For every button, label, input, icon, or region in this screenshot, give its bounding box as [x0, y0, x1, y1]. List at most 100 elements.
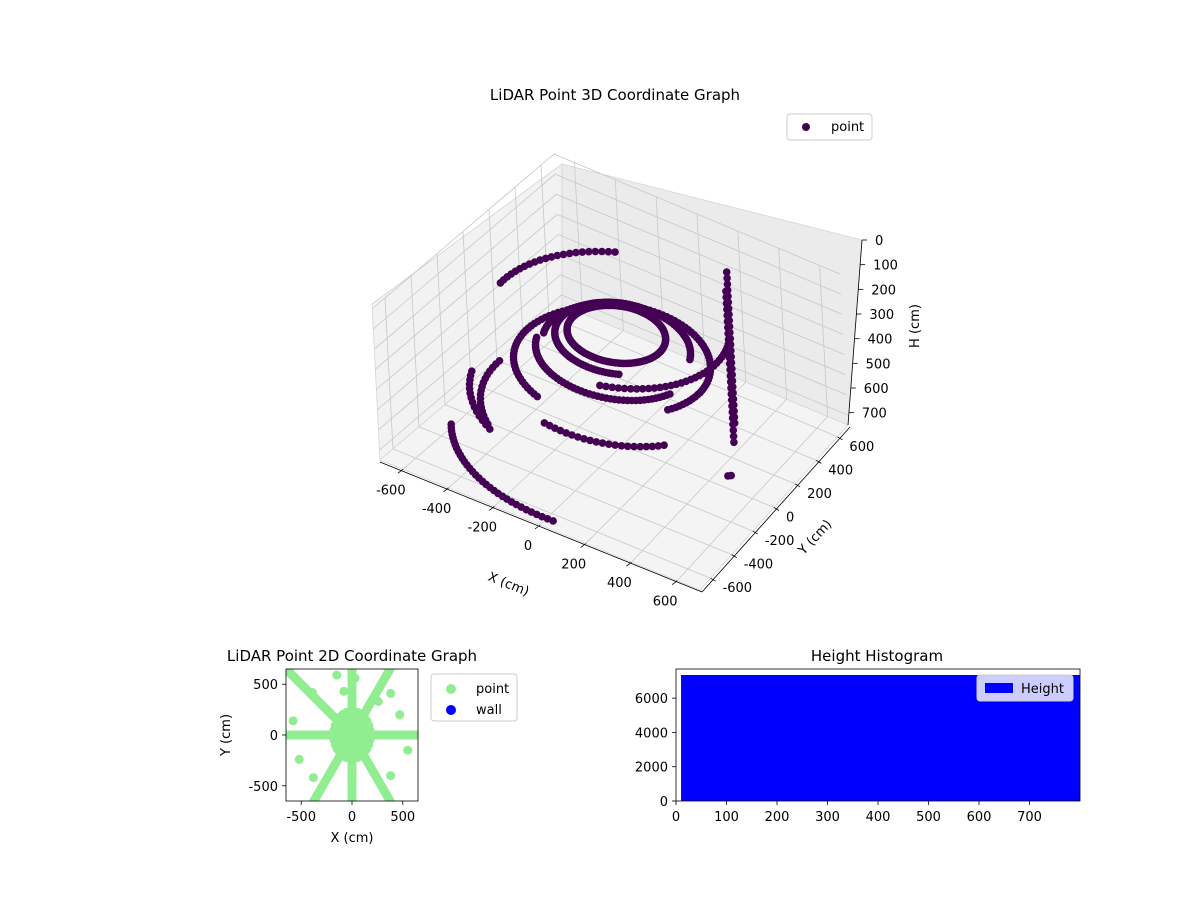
point-3d	[726, 328, 734, 337]
point-3d	[728, 365, 736, 373]
point-2d	[260, 731, 269, 740]
x-tick-2d-label: 500	[390, 810, 415, 825]
point-3d	[724, 292, 732, 301]
point-3d	[562, 429, 570, 437]
point-3d	[644, 384, 653, 393]
z-tick-3d-label: 0	[875, 234, 883, 249]
point-3d	[725, 310, 733, 319]
point-3d	[486, 425, 494, 433]
point-3d	[578, 248, 587, 256]
point-2d	[387, 799, 396, 801]
point-2d	[307, 687, 317, 697]
point-3d	[617, 442, 626, 450]
z-tick-3d-label: 600	[864, 382, 889, 397]
point-3d	[556, 426, 565, 435]
y-tick-3d-label: 600	[849, 440, 874, 455]
point-3d	[638, 385, 647, 393]
grid-3d-y-line	[496, 359, 796, 485]
point-3d	[626, 385, 635, 393]
point-3d	[632, 385, 641, 393]
point-3d	[614, 384, 623, 392]
y-axis-3d-line	[701, 426, 851, 593]
point-3d	[724, 304, 733, 313]
legend-3d-label-point: point	[831, 120, 864, 135]
x-tick-3d	[397, 468, 404, 474]
legend-histogram-label: Height	[1021, 682, 1064, 697]
point-3d	[660, 441, 668, 450]
grid-3d-z-line	[378, 274, 847, 431]
point-3d	[722, 268, 731, 276]
point-3d	[632, 303, 640, 311]
point-3d	[605, 440, 613, 449]
point-3d	[592, 438, 601, 446]
x-tick-hist-label: 600	[967, 810, 992, 825]
point-3d	[725, 337, 733, 345]
grid-3d-z-line	[373, 193, 843, 350]
grid-3d-y-line	[418, 426, 732, 556]
point-3d	[723, 280, 732, 289]
grid-3d-x-wall-line	[696, 213, 706, 366]
point-3d	[547, 253, 556, 261]
point-2d	[435, 731, 444, 740]
point-2d	[427, 731, 436, 740]
point-3d	[725, 322, 734, 331]
point-2d	[386, 771, 396, 781]
grid-3d-z-line	[376, 234, 845, 390]
point-2d	[421, 731, 430, 740]
grid-3d-y-wall-line	[410, 275, 420, 427]
x-tick-3d-label: 200	[561, 558, 586, 573]
point-2d	[386, 797, 396, 801]
y-tick-hist-label: 6000	[635, 692, 668, 707]
point-2d	[310, 800, 313, 801]
grid-3d-x-wall-line	[737, 231, 747, 383]
x-tick-hist-label: 0	[672, 810, 680, 825]
point-3d	[656, 348, 664, 356]
x-tick-3d-label: -400	[422, 502, 452, 517]
legend-histogram-box	[976, 674, 1074, 702]
x-tick-3d	[489, 506, 495, 511]
grid-3d-y-line	[392, 448, 711, 579]
z-tick-3d-label: 700	[862, 407, 887, 422]
point-2d	[431, 731, 440, 740]
grid-3d-y-wall-line	[384, 297, 394, 449]
point-2d	[403, 745, 413, 755]
y-tick-3d	[816, 460, 822, 464]
legend-3d: point	[786, 113, 873, 141]
legend-histogram: Height	[976, 674, 1074, 702]
point-3d	[572, 248, 580, 257]
grid-3d-z-line	[371, 153, 841, 310]
point-2d	[365, 735, 375, 745]
point-3d	[730, 407, 738, 415]
z-tick-3d-label: 400	[868, 333, 893, 348]
z-tick-3d-label: 200	[871, 283, 896, 298]
point-3d	[729, 389, 737, 397]
point-2d	[308, 773, 318, 783]
point-3d	[727, 358, 736, 367]
grid-3d-x-wall-line	[778, 248, 788, 400]
point-3d	[598, 247, 606, 256]
point-3d	[568, 431, 576, 439]
grid-3d-y-line	[444, 404, 754, 532]
point-2d	[258, 731, 267, 740]
y-tick-2d-label: -500	[248, 780, 278, 795]
y-tick-3d-label: 400	[828, 463, 853, 478]
point-3d	[723, 286, 732, 295]
point-3d	[730, 401, 738, 409]
histogram-title: Height Histogram	[811, 647, 943, 665]
point-3d	[727, 352, 735, 361]
grid-3d	[371, 153, 848, 581]
x-tick-3d-label: -600	[376, 483, 406, 498]
grid-3d-z-line	[374, 213, 844, 370]
point-2d	[425, 731, 434, 740]
point-3d	[591, 247, 600, 256]
point-2d	[419, 731, 428, 740]
y-tick-hist-label: 0	[660, 795, 668, 810]
point-2d	[386, 669, 396, 673]
x-tick-2d-label: 0	[348, 810, 356, 825]
grid-3d-z-line	[379, 294, 848, 451]
y-tick-3d-label: -200	[765, 534, 795, 549]
point-3d	[730, 438, 738, 447]
x-tick-3d-label: 600	[653, 595, 678, 610]
point-3d	[729, 395, 738, 403]
